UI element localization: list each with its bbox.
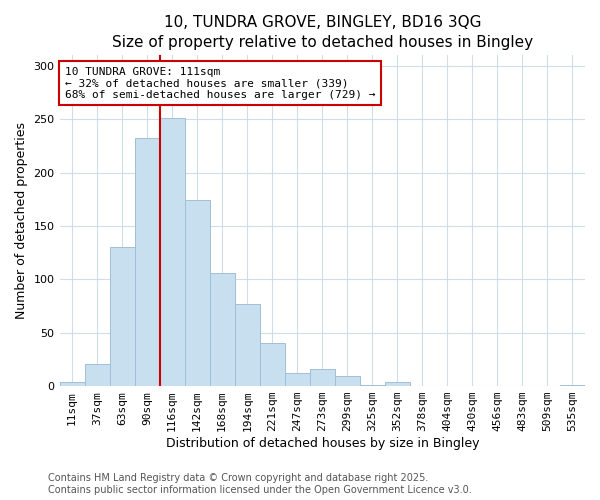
- Title: 10, TUNDRA GROVE, BINGLEY, BD16 3QG
Size of property relative to detached houses: 10, TUNDRA GROVE, BINGLEY, BD16 3QG Size…: [112, 15, 533, 50]
- Bar: [335, 376, 360, 386]
- Bar: [209, 273, 235, 386]
- Bar: [285, 374, 310, 386]
- X-axis label: Distribution of detached houses by size in Bingley: Distribution of detached houses by size …: [166, 437, 479, 450]
- Bar: [110, 248, 134, 386]
- Text: Contains HM Land Registry data © Crown copyright and database right 2025.
Contai: Contains HM Land Registry data © Crown c…: [48, 474, 472, 495]
- Bar: [160, 118, 185, 386]
- Bar: [560, 385, 585, 386]
- Bar: [134, 138, 160, 386]
- Y-axis label: Number of detached properties: Number of detached properties: [15, 122, 28, 319]
- Bar: [385, 382, 410, 386]
- Bar: [59, 382, 85, 386]
- Bar: [360, 385, 385, 386]
- Bar: [185, 200, 209, 386]
- Bar: [235, 304, 260, 386]
- Bar: [85, 364, 110, 386]
- Bar: [260, 344, 285, 386]
- Bar: [310, 369, 335, 386]
- Text: 10 TUNDRA GROVE: 111sqm
← 32% of detached houses are smaller (339)
68% of semi-d: 10 TUNDRA GROVE: 111sqm ← 32% of detache…: [65, 66, 375, 100]
